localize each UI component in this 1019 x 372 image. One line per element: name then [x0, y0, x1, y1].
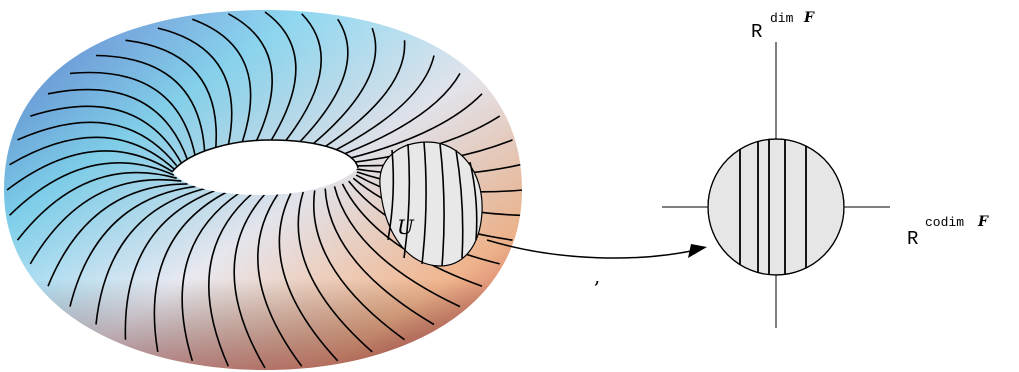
- region-leaf: [387, 149, 395, 241]
- torus-leaf: [324, 188, 435, 326]
- chart-disk-outline: [707, 138, 845, 276]
- torus-leaf: [9, 162, 175, 216]
- torus-leaf: [313, 190, 405, 341]
- torus-leaf: [17, 121, 178, 167]
- torus-leaf: [69, 71, 197, 158]
- torus-leaf: [9, 136, 175, 170]
- torus-leaf: [192, 18, 252, 152]
- torus-leaf: [324, 55, 435, 157]
- horizontal-axis-symbol: F: [977, 214, 989, 230]
- region-leaf: [455, 149, 464, 259]
- horizontal-axis-base: R: [907, 228, 918, 250]
- torus-leaf: [95, 187, 205, 325]
- torus-leaf: [157, 27, 233, 153]
- torus-leaf: [333, 186, 461, 308]
- torus-leaf: [290, 18, 349, 152]
- torus-leaf: [69, 185, 196, 307]
- torus-leaf: [341, 183, 483, 287]
- torus-leaf: [6, 150, 174, 191]
- region-u-leaves: [387, 141, 478, 267]
- torus-leaf: [124, 189, 216, 340]
- chart-map-arrow: [486, 239, 697, 259]
- torus-leaf: [277, 13, 322, 151]
- torus-leaf: [227, 13, 273, 151]
- torus-leaf: [233, 193, 266, 369]
- torus-leaf: [297, 191, 373, 353]
- torus-leaf: [29, 178, 182, 265]
- region-leaf: [403, 143, 411, 259]
- torus-leaf: [181, 192, 240, 362]
- torus: U: [0, 0, 530, 372]
- region-leaf: [469, 161, 478, 241]
- torus-leaf: [302, 27, 377, 153]
- torus-leaf: [314, 40, 406, 155]
- torus-leaf: [47, 88, 189, 161]
- torus-leaf: [153, 191, 228, 353]
- horizontal-axis-label: R codim F: [907, 214, 989, 250]
- chart-plaques: [739, 139, 807, 275]
- torus-leaf: [207, 193, 253, 367]
- torus-leaf: [334, 73, 461, 159]
- region-leaf: [421, 141, 427, 265]
- torus-leaf: [342, 93, 483, 161]
- separator-comma: ,: [594, 264, 600, 288]
- torus-region-u: [379, 141, 483, 267]
- torus-leaf: [95, 54, 206, 156]
- horizontal-axis-exponent: codim: [925, 215, 964, 230]
- torus-leaf: [47, 183, 188, 287]
- torus-leaves: [6, 11, 524, 369]
- vertical-axis-exponent: dim: [770, 11, 794, 26]
- region-leaf: [439, 143, 445, 267]
- arrow-head-icon: [688, 244, 707, 258]
- torus-hole-edge: [171, 139, 359, 173]
- chart-disk: [707, 138, 845, 276]
- torus-leaf: [264, 11, 297, 151]
- torus-leaf: [278, 192, 339, 362]
- torus-leaf: [16, 171, 177, 241]
- torus-leaf: [125, 39, 217, 154]
- vertical-axis-symbol: F: [803, 10, 815, 26]
- vertical-axis-label: R dim F: [751, 10, 815, 43]
- vertical-axis-base: R: [751, 21, 762, 43]
- torus-leaf: [30, 105, 182, 164]
- region-u-label: U: [397, 215, 415, 239]
- torus-leaf: [257, 193, 303, 367]
